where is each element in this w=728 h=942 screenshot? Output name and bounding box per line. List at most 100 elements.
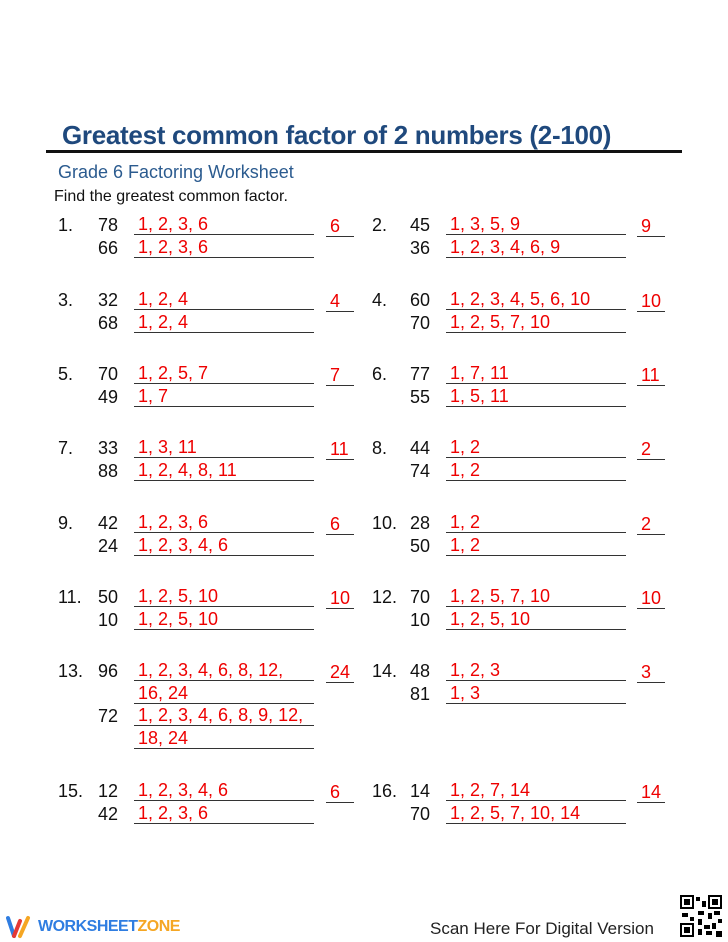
problem-number: 16. <box>372 781 398 801</box>
answer-field[interactable]: 10 <box>637 587 665 609</box>
brand-logo: WORKSHEETZONE <box>6 915 180 939</box>
given-number: 81 <box>409 683 430 704</box>
factors-line[interactable]: 1, 2 <box>446 534 626 556</box>
problem-number: 9. <box>58 513 74 533</box>
given-number: 60 <box>409 290 430 310</box>
problem-number: 10. <box>372 513 398 533</box>
factors-line[interactable]: 1, 2, 3, 4, 5, 6, 10 <box>446 288 626 310</box>
given-number: 28 <box>409 513 430 533</box>
given-number: 14 <box>409 781 430 801</box>
factors-line[interactable]: 1, 7, 11 <box>446 362 626 384</box>
answer-field[interactable]: 10 <box>326 587 354 609</box>
answer-field[interactable]: 4 <box>326 290 354 312</box>
factors-line[interactable]: 1, 2, 3, 4, 6, 8, 9, 12, <box>134 704 314 726</box>
problem-number: 15. <box>58 781 84 801</box>
factors-line[interactable]: 1, 2, 3, 4, 6 <box>134 534 314 556</box>
answer-field[interactable]: 6 <box>326 513 354 535</box>
given-number: 70 <box>409 587 430 607</box>
worksheetzone-logo-icon <box>6 916 30 938</box>
factors-line[interactable]: 1, 2 <box>446 459 626 481</box>
answer-field[interactable]: 6 <box>326 215 354 237</box>
answer-field[interactable]: 11 <box>326 438 354 460</box>
answer-field[interactable]: 3 <box>637 661 665 683</box>
given-number: 50 <box>409 535 430 556</box>
title-divider <box>46 150 682 153</box>
given-number: 72 <box>97 706 118 726</box>
factors-line[interactable]: 1, 2, 3, 4, 6, 9 <box>446 236 626 258</box>
factors-line[interactable]: 1, 2, 5, 7, 10 <box>446 585 626 607</box>
given-number: 66 <box>97 237 118 258</box>
factors-line[interactable]: 1, 2, 5, 10 <box>134 585 314 607</box>
brand-name: WORKSHEETZONE <box>38 918 180 936</box>
factors-line[interactable]: 1, 2, 3, 4, 6, 8, 12, <box>134 659 314 681</box>
factors-line[interactable]: 1, 2, 5, 10 <box>134 608 314 630</box>
factors-line[interactable]: 1, 2, 3, 6 <box>134 213 314 235</box>
given-number: 45 <box>409 215 430 235</box>
answer-field[interactable]: 9 <box>637 215 665 237</box>
brand-main: WORKSHEET <box>38 918 138 935</box>
factors-line[interactable]: 1, 2 <box>446 436 626 458</box>
qr-code-icon[interactable] <box>680 895 722 937</box>
factors-line[interactable]: 1, 2, 4, 8, 11 <box>134 459 314 481</box>
answer-field[interactable]: 11 <box>637 364 665 386</box>
given-number: 77 <box>409 364 430 384</box>
problem-number: 14. <box>372 661 398 681</box>
given-number: 42 <box>97 513 118 533</box>
problem-number: 11. <box>58 587 82 607</box>
factors-line[interactable]: 1, 5, 11 <box>446 385 626 407</box>
given-number: 24 <box>97 535 118 556</box>
factors-line[interactable]: 1, 3, 11 <box>134 436 314 458</box>
given-number: 48 <box>409 661 430 681</box>
given-number: 70 <box>409 803 430 824</box>
factors-line[interactable]: 1, 2, 3, 6 <box>134 802 314 824</box>
given-number: 33 <box>97 438 118 458</box>
factors-line[interactable]: 1, 2, 4 <box>134 288 314 310</box>
factors-line[interactable]: 1, 2, 3, 6 <box>134 511 314 533</box>
given-number: 88 <box>97 460 118 481</box>
factors-line[interactable]: 1, 2, 5, 7, 10 <box>446 311 626 333</box>
problem-number: 5. <box>58 364 74 384</box>
answer-field[interactable]: 10 <box>637 290 665 312</box>
problem-number: 1. <box>58 215 74 235</box>
factors-line[interactable]: 1, 2, 7, 14 <box>446 779 626 801</box>
given-number: 32 <box>97 290 118 310</box>
given-number: 36 <box>409 237 430 258</box>
problem-number: 13. <box>58 661 84 681</box>
problem-number: 7. <box>58 438 74 458</box>
factors-line[interactable]: 1, 3, 5, 9 <box>446 213 626 235</box>
given-number: 70 <box>97 364 118 384</box>
factors-line[interactable]: 18, 24 <box>134 727 314 749</box>
answer-field[interactable]: 14 <box>637 781 665 803</box>
instructions: Find the greatest common factor. <box>54 188 288 205</box>
scan-text: Scan Here For Digital Version <box>430 919 654 938</box>
given-number: 49 <box>97 386 118 407</box>
given-number: 70 <box>409 312 430 333</box>
answer-field[interactable]: 2 <box>637 438 665 460</box>
factors-line[interactable]: 1, 2, 4 <box>134 311 314 333</box>
factors-line[interactable]: 1, 2, 3, 6 <box>134 236 314 258</box>
problem-number: 6. <box>372 364 388 384</box>
factors-line[interactable]: 1, 3 <box>446 682 626 704</box>
factors-line[interactable]: 1, 2, 3, 4, 6 <box>134 779 314 801</box>
answer-field[interactable]: 2 <box>637 513 665 535</box>
factors-line[interactable]: 1, 2, 3 <box>446 659 626 681</box>
problem-number: 4. <box>372 290 388 310</box>
given-number: 55 <box>409 386 430 407</box>
problem-number: 3. <box>58 290 74 310</box>
answer-field[interactable]: 24 <box>326 661 354 683</box>
given-number: 68 <box>97 312 118 333</box>
problem-number: 8. <box>372 438 388 458</box>
given-number: 44 <box>409 438 430 458</box>
factors-line[interactable]: 1, 2 <box>446 511 626 533</box>
factors-line[interactable]: 16, 24 <box>134 682 314 704</box>
factors-line[interactable]: 1, 7 <box>134 385 314 407</box>
factors-line[interactable]: 1, 2, 5, 7 <box>134 362 314 384</box>
factors-line[interactable]: 1, 2, 5, 10 <box>446 608 626 630</box>
given-number: 74 <box>409 460 430 481</box>
answer-field[interactable]: 6 <box>326 781 354 803</box>
given-number: 42 <box>97 803 118 824</box>
answer-field[interactable]: 7 <box>326 364 354 386</box>
given-number: 50 <box>97 587 118 607</box>
factors-line[interactable]: 1, 2, 5, 7, 10, 14 <box>446 802 626 824</box>
